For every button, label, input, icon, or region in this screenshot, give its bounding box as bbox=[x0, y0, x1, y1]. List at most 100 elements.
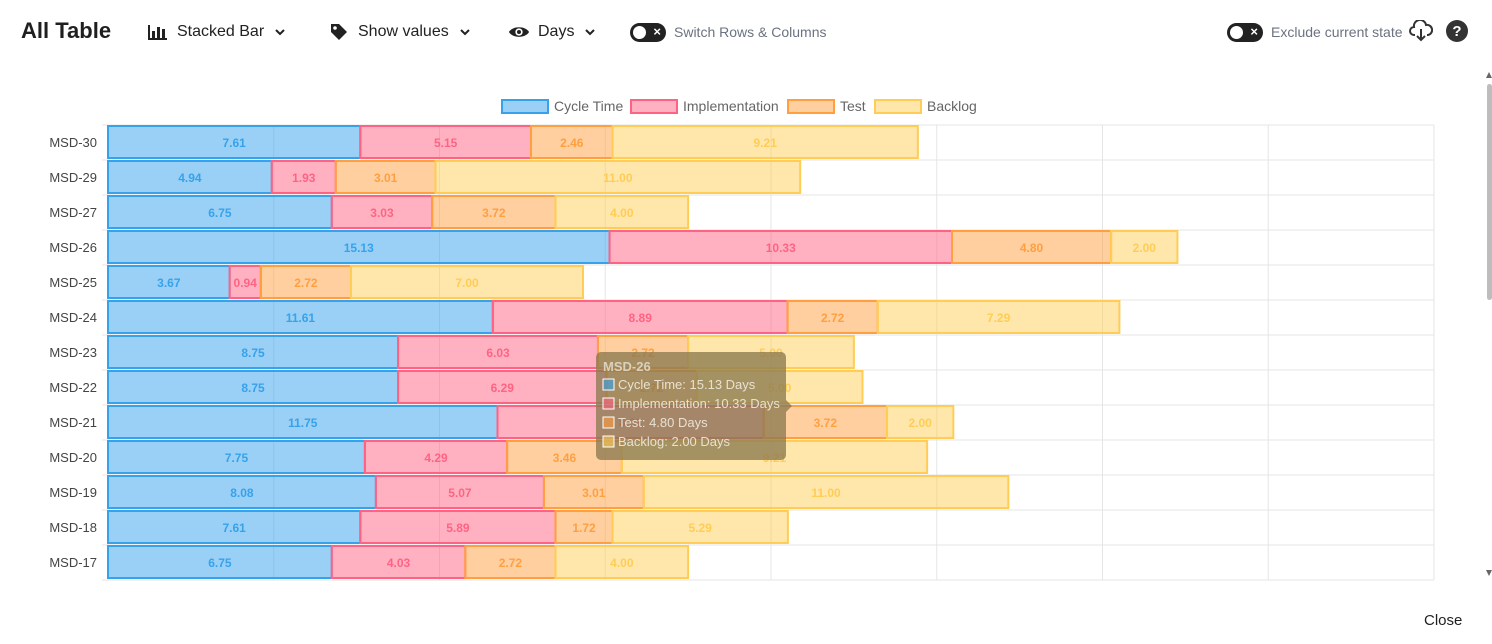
chart-type-dropdown[interactable]: Stacked Bar bbox=[147, 20, 286, 44]
legend-label[interactable]: Implementation bbox=[683, 98, 779, 114]
y-tick-label: MSD-19 bbox=[49, 485, 97, 500]
scrollbar-thumb[interactable] bbox=[1487, 84, 1492, 300]
bar-segment[interactable] bbox=[349, 265, 585, 299]
bar-segment[interactable] bbox=[491, 300, 789, 334]
bar-segment[interactable] bbox=[107, 405, 499, 439]
toggle-switch[interactable]: × bbox=[630, 22, 666, 42]
data-label: 1.72 bbox=[572, 521, 596, 535]
bar-segment-partial[interactable] bbox=[575, 581, 850, 586]
data-label: 10.33 bbox=[766, 241, 796, 255]
data-label: 8.75 bbox=[241, 346, 265, 360]
data-label: 1.93 bbox=[292, 171, 316, 185]
bar-segment[interactable] bbox=[542, 475, 645, 509]
bar-segment[interactable] bbox=[642, 475, 1010, 509]
data-label: 2.72 bbox=[294, 276, 318, 290]
bar-segment[interactable] bbox=[374, 475, 545, 509]
bar-segment[interactable] bbox=[359, 125, 532, 159]
chevron-down-icon bbox=[274, 28, 286, 36]
toolbar: All Table Stacked Bar Show values Days ×… bbox=[0, 0, 1492, 62]
data-label: 0.94 bbox=[234, 276, 258, 290]
data-label: 4.00 bbox=[610, 206, 634, 220]
data-label: 3.67 bbox=[157, 276, 181, 290]
close-button[interactable]: Close bbox=[1424, 612, 1463, 629]
bar-segment[interactable] bbox=[886, 405, 955, 439]
legend-label[interactable]: Cycle Time bbox=[554, 98, 623, 114]
bar-segment[interactable] bbox=[107, 300, 494, 334]
bar-segment[interactable] bbox=[228, 265, 262, 299]
data-label: 5.07 bbox=[448, 486, 472, 500]
data-label: 4.29 bbox=[424, 451, 448, 465]
bar-segment[interactable] bbox=[107, 160, 273, 194]
bar-segment[interactable] bbox=[554, 545, 690, 579]
data-label: 2.46 bbox=[560, 136, 584, 150]
legend-swatch[interactable] bbox=[874, 99, 922, 114]
bar-segment[interactable] bbox=[397, 335, 599, 369]
scrollbar-track[interactable] bbox=[1486, 68, 1492, 580]
tag-icon bbox=[328, 21, 350, 43]
bar-segment-partial[interactable] bbox=[851, 581, 1043, 586]
y-tick-label: MSD-29 bbox=[49, 170, 97, 185]
data-label: 2.72 bbox=[821, 311, 845, 325]
data-label: 6.75 bbox=[208, 206, 232, 220]
unit-label: Days bbox=[538, 23, 575, 40]
legend-swatch[interactable] bbox=[630, 99, 678, 114]
bar-segment[interactable] bbox=[608, 230, 953, 264]
y-tick-label: MSD-21 bbox=[49, 415, 97, 430]
bar-chart-icon bbox=[147, 21, 169, 43]
bar-segment[interactable] bbox=[397, 370, 608, 404]
data-label: 4.03 bbox=[387, 556, 411, 570]
data-label: 2.72 bbox=[499, 556, 523, 570]
bar-segment[interactable] bbox=[107, 440, 366, 474]
bar-segment[interactable] bbox=[107, 195, 333, 229]
bar-segment[interactable] bbox=[554, 195, 690, 229]
legend-swatch[interactable] bbox=[787, 99, 835, 114]
switch-rows-columns-toggle[interactable]: × Switch Rows & Columns bbox=[630, 20, 827, 44]
help-circle-icon[interactable]: ? bbox=[1445, 19, 1469, 43]
data-label: 5.89 bbox=[446, 521, 470, 535]
toggle-switch[interactable]: × bbox=[1227, 22, 1263, 42]
bar-segment[interactable] bbox=[464, 545, 557, 579]
bar-segment[interactable] bbox=[611, 510, 789, 544]
data-label: 3.72 bbox=[814, 416, 838, 430]
y-tick-label: MSD-23 bbox=[49, 345, 97, 360]
bar-segment[interactable] bbox=[611, 125, 919, 159]
tooltip-line: Cycle Time: 15.13 Days bbox=[618, 377, 756, 392]
tooltip-swatch bbox=[602, 397, 615, 410]
bar-segment-partial[interactable] bbox=[108, 581, 575, 586]
bar-segment[interactable] bbox=[107, 230, 611, 264]
bar-segment[interactable] bbox=[363, 440, 509, 474]
legend-label[interactable]: Test bbox=[840, 98, 866, 114]
legend-label[interactable]: Backlog bbox=[927, 98, 977, 114]
legend-swatch[interactable] bbox=[501, 99, 549, 114]
show-values-dropdown[interactable]: Show values bbox=[328, 20, 471, 44]
bar-segment[interactable] bbox=[1110, 230, 1179, 264]
data-label: 11.61 bbox=[286, 311, 316, 325]
bar-segment[interactable] bbox=[270, 160, 337, 194]
bar-segment[interactable] bbox=[786, 300, 879, 334]
bar-segment-partial[interactable] bbox=[1043, 581, 1375, 586]
data-label: 7.00 bbox=[455, 276, 479, 290]
data-label: 5.15 bbox=[434, 136, 458, 150]
page-title: All Table bbox=[21, 18, 112, 43]
bar-segment[interactable] bbox=[529, 125, 614, 159]
bar-segment[interactable] bbox=[876, 300, 1121, 334]
y-tick-label: MSD-18 bbox=[49, 520, 97, 535]
data-label: 7.29 bbox=[987, 311, 1011, 325]
bar-segment[interactable] bbox=[554, 510, 614, 544]
svg-text:?: ? bbox=[1452, 23, 1461, 40]
bar-segment[interactable] bbox=[259, 265, 352, 299]
bar-segment[interactable] bbox=[107, 510, 362, 544]
bar-segment[interactable] bbox=[434, 160, 802, 194]
cloud-download-icon[interactable] bbox=[1409, 19, 1433, 43]
data-label: 3.01 bbox=[582, 486, 606, 500]
unit-dropdown[interactable]: Days bbox=[508, 20, 596, 44]
data-label: 5.29 bbox=[689, 521, 713, 535]
data-label: 3.03 bbox=[370, 206, 394, 220]
data-label: 3.01 bbox=[374, 171, 398, 185]
exclude-current-state-toggle[interactable]: × Exclude current state bbox=[1227, 20, 1403, 44]
y-tick-label: MSD-27 bbox=[49, 205, 97, 220]
data-label: 8.89 bbox=[629, 311, 653, 325]
bar-segment[interactable] bbox=[107, 125, 362, 159]
bar-segment[interactable] bbox=[334, 160, 437, 194]
bar-segment[interactable] bbox=[359, 510, 557, 544]
